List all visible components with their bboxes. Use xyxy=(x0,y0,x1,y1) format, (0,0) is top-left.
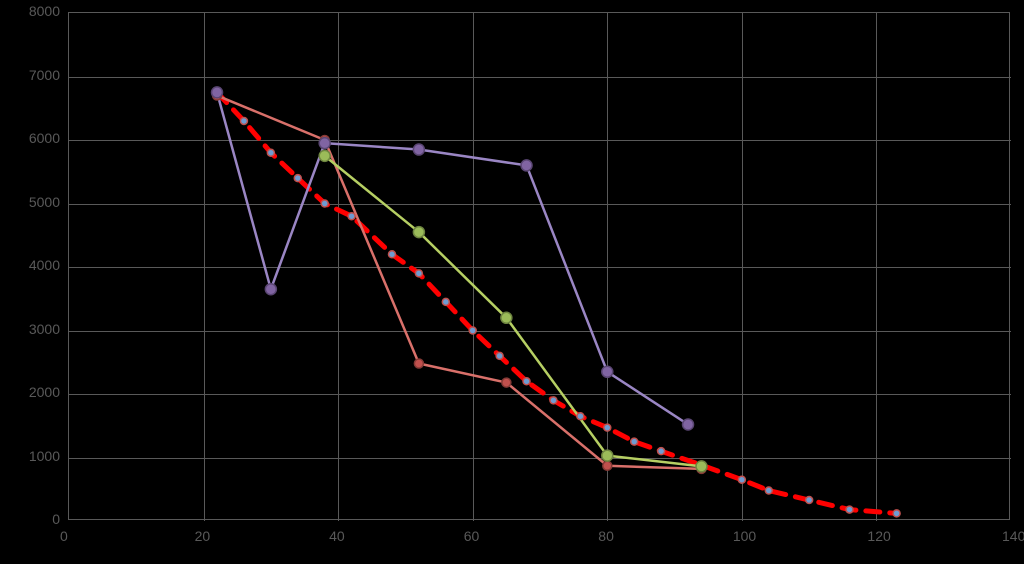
y-tick-label: 4000 xyxy=(29,257,60,273)
marker-series-purple xyxy=(212,87,223,98)
marker-trend-dashed xyxy=(523,378,530,385)
marker-trend-dashed xyxy=(806,497,813,504)
marker-trend-dashed xyxy=(631,438,638,445)
marker-series-green xyxy=(319,150,330,161)
y-tick-label: 8000 xyxy=(29,3,60,19)
marker-trend-dashed xyxy=(267,149,274,156)
x-tick-label: 120 xyxy=(867,528,890,544)
x-tick-label: 140 xyxy=(1002,528,1024,544)
marker-trend-dashed xyxy=(348,213,355,220)
x-tick-label: 40 xyxy=(329,528,345,544)
marker-series-green xyxy=(413,227,424,238)
x-tick-label: 0 xyxy=(60,528,68,544)
marker-series-purple xyxy=(602,366,613,377)
marker-trend-dashed xyxy=(388,251,395,258)
x-tick-label: 20 xyxy=(195,528,211,544)
marker-trend-dashed xyxy=(415,270,422,277)
series-layer xyxy=(69,13,1011,521)
series-line-series-red xyxy=(217,96,701,469)
y-tick-label: 3000 xyxy=(29,321,60,337)
y-tick-label: 7000 xyxy=(29,67,60,83)
x-tick-label: 80 xyxy=(598,528,614,544)
plot-area xyxy=(68,12,1010,520)
marker-series-purple xyxy=(265,284,276,295)
marker-series-purple xyxy=(521,160,532,171)
marker-trend-dashed xyxy=(469,327,476,334)
marker-series-red xyxy=(603,461,612,470)
y-tick-label: 1000 xyxy=(29,448,60,464)
marker-trend-dashed xyxy=(658,448,665,455)
marker-trend-dashed xyxy=(765,487,772,494)
marker-trend-dashed xyxy=(294,175,301,182)
y-tick-label: 2000 xyxy=(29,384,60,400)
series-line-series-green xyxy=(325,156,702,467)
x-tick-label: 60 xyxy=(464,528,480,544)
y-tick-label: 0 xyxy=(52,511,60,527)
marker-series-purple xyxy=(683,419,694,430)
marker-series-purple xyxy=(413,144,424,155)
marker-series-purple xyxy=(319,138,330,149)
marker-trend-dashed xyxy=(442,298,449,305)
x-tick-label: 100 xyxy=(733,528,756,544)
marker-trend-dashed xyxy=(496,352,503,359)
marker-trend-dashed xyxy=(738,476,745,483)
marker-trend-dashed xyxy=(240,117,247,124)
marker-trend-dashed xyxy=(550,397,557,404)
marker-series-red xyxy=(502,378,511,387)
marker-series-green xyxy=(501,312,512,323)
series-line-series-purple xyxy=(217,92,688,424)
marker-trend-dashed xyxy=(577,413,584,420)
y-tick-label: 5000 xyxy=(29,194,60,210)
marker-trend-dashed xyxy=(321,200,328,207)
marker-series-green xyxy=(602,450,613,461)
marker-trend-dashed xyxy=(604,424,611,431)
marker-trend-dashed xyxy=(893,510,900,517)
marker-trend-dashed xyxy=(846,506,853,513)
line-chart: 0 1000 2000 3000 4000 5000 6000 7000 8000 0 20 40 60… xyxy=(0,0,1024,564)
marker-series-green xyxy=(696,461,707,472)
marker-series-red xyxy=(414,359,423,368)
y-tick-label: 6000 xyxy=(29,130,60,146)
